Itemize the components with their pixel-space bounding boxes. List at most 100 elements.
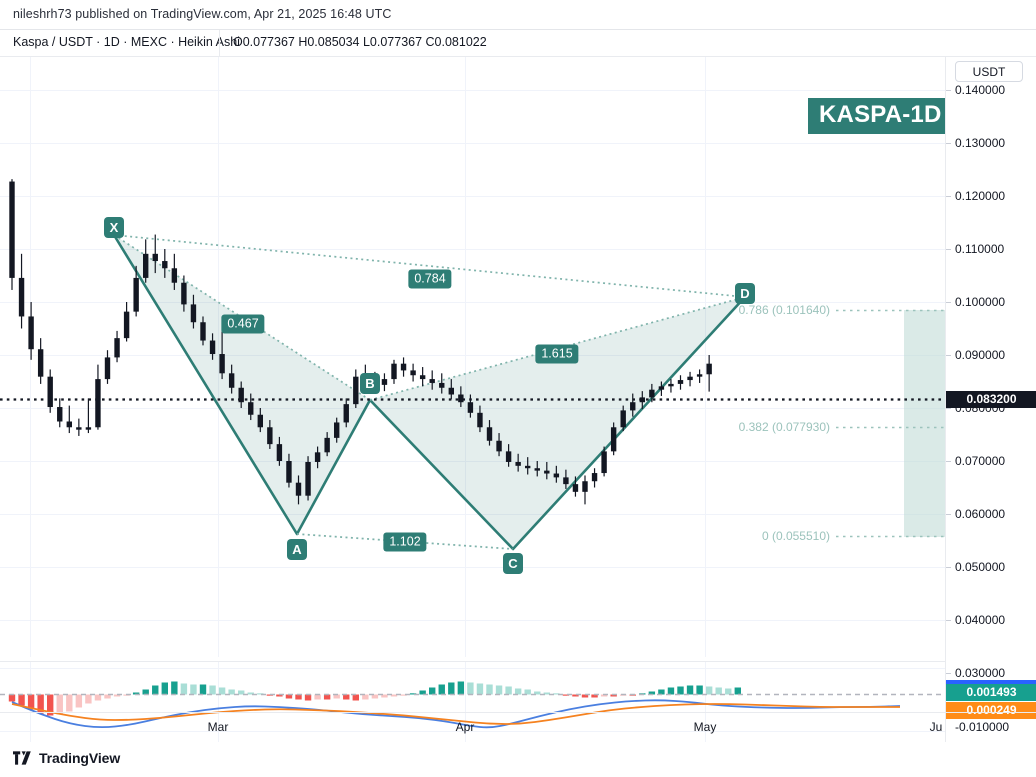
macd-histogram-bar: [295, 694, 302, 700]
price-axis-label: 0.050000: [955, 560, 1006, 574]
candle-body: [28, 316, 34, 350]
candle-body: [104, 357, 111, 380]
candle-body: [9, 181, 15, 278]
candle-body: [668, 383, 674, 387]
price-axis-tick: [946, 408, 951, 409]
time-axis[interactable]: Mar Apr May Ju: [0, 712, 1036, 741]
candle-body: [353, 376, 359, 405]
price-axis-tick: [946, 355, 951, 356]
macd-histogram-bar: [429, 687, 436, 695]
candle-body: [47, 376, 53, 408]
candle-body: [238, 387, 244, 403]
macd-histogram-bar: [66, 694, 73, 712]
macd-histogram-bar: [104, 694, 111, 699]
candle-body: [649, 389, 655, 398]
macd-histogram-bar: [276, 694, 283, 697]
macd-histogram-bar: [572, 694, 579, 697]
macd-histogram-bar: [314, 694, 321, 700]
chart-frame: Kaspa / USDT · 1D · MEXC · Heikin Ashi O…: [0, 29, 1036, 742]
symbol-legend[interactable]: Kaspa / USDT · 1D · MEXC · Heikin Ashi: [13, 35, 240, 49]
price-axis-label: 0.060000: [955, 507, 1006, 521]
footer-branding: TradingView: [13, 750, 120, 766]
price-axis-tick: [946, 249, 951, 250]
candle-body: [267, 427, 273, 445]
price-axis-label: 0.090000: [955, 348, 1006, 362]
candle-body: [324, 437, 330, 453]
macd-histogram-bar: [543, 692, 550, 695]
ratio-badge-bd: 1.615: [535, 344, 579, 364]
macd-histogram-bar: [629, 694, 636, 696]
candle-body: [57, 407, 63, 422]
candle-body: [439, 382, 445, 388]
macd-histogram-bar: [352, 694, 359, 701]
price-axis-tick: [946, 673, 951, 674]
macd-axis-label: -0.010000: [955, 720, 1010, 734]
tradingview-logo-icon: [13, 751, 31, 765]
price-axis-tick: [946, 90, 951, 91]
candle-body: [123, 311, 130, 339]
macd-histogram-bar: [8, 694, 16, 702]
time-label-jun: Ju: [929, 720, 943, 734]
candle-body: [381, 379, 388, 385]
chart-plot-area[interactable]: X A B C D 0.467 0.784 1.102 1.615 0.786 …: [0, 57, 945, 742]
macd-histogram-bar: [505, 686, 512, 695]
price-axis[interactable]: USDT 0.140000 0.130000 0.120000 0.110000 0.1…: [945, 57, 1036, 742]
candle-body: [496, 440, 502, 452]
publish-attribution: nileshrh73 published on TradingView.com,…: [13, 7, 392, 21]
candle-body: [248, 402, 254, 415]
candle-body: [591, 473, 598, 482]
candle-body: [295, 482, 302, 496]
macd-histogram-bar: [75, 694, 83, 708]
currency-label: USDT: [955, 61, 1023, 82]
macd-histogram-bar: [142, 689, 149, 695]
candle-body: [18, 277, 25, 317]
candle-body: [257, 414, 263, 428]
candle-body: [553, 473, 560, 478]
candle-body: [486, 427, 493, 441]
macd-histogram-bar: [371, 694, 379, 699]
macd-line-color-strip: [946, 680, 1036, 684]
macd-histogram-bar: [457, 681, 465, 695]
price-axis-label: 0.070000: [955, 454, 1006, 468]
macd-histogram-bar: [37, 694, 44, 714]
macd-histogram-bar: [476, 683, 484, 695]
fib-label-382: 0.382 (0.077930): [738, 420, 830, 434]
pivot-label-a: A: [287, 539, 307, 560]
candle-body: [133, 277, 139, 312]
macd-histogram-bar: [180, 683, 188, 695]
ratio-badge-xa: 0.467: [221, 314, 265, 334]
macd-histogram-bar: [199, 684, 207, 695]
macd-histogram-bar: [247, 692, 254, 695]
legend-divider: [219, 30, 220, 57]
candle-body: [162, 261, 168, 269]
candle-body: [114, 338, 120, 358]
price-pane: X A B C D 0.467 0.784 1.102 1.615 0.786 …: [0, 57, 945, 657]
macd-histogram-bar: [18, 694, 25, 706]
macd-histogram-bar: [467, 682, 474, 695]
macd-histogram-bar: [600, 694, 608, 697]
price-axis-label: 0.030000: [955, 666, 1006, 680]
price-axis-tick: [946, 514, 951, 515]
macd-histogram-bar: [390, 694, 398, 697]
candle-body: [276, 444, 283, 461]
candle-body: [37, 349, 44, 377]
macd-histogram-bar: [705, 686, 713, 695]
candle-body: [219, 354, 225, 374]
macd-histogram-bar: [209, 685, 216, 695]
macd-histogram-bar: [677, 686, 684, 695]
macd-histogram-bar: [514, 688, 522, 695]
ratio-badge-xb: 0.784: [408, 269, 452, 289]
candle-body: [515, 461, 521, 466]
macd-histogram-bar: [419, 690, 426, 695]
candle-body: [458, 394, 464, 403]
candle-body: [391, 363, 397, 380]
ohlc-values: O0.077367 H0.085034 L0.077367 C0.081022: [233, 35, 487, 49]
candle-body: [582, 481, 588, 492]
fib-label-0: 0 (0.055510): [761, 529, 830, 543]
tradingview-wordmark: TradingView: [39, 750, 121, 766]
macd-histogram-bar: [715, 687, 722, 695]
candle-body: [143, 253, 149, 278]
candle-body: [76, 427, 82, 430]
macd-histogram-bar: [725, 688, 732, 695]
candle-body: [410, 370, 416, 376]
